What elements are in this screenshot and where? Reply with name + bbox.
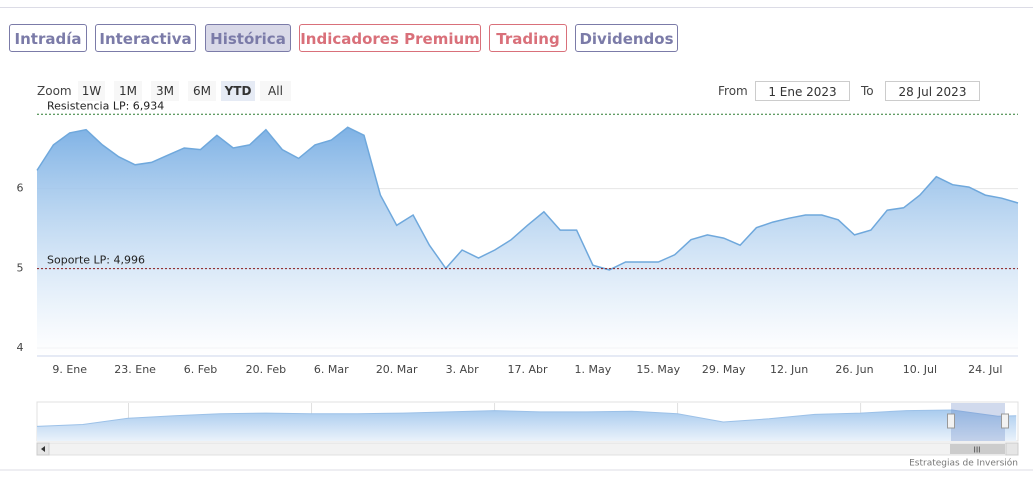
x-tick-label: 9. Ene [52,363,87,376]
x-tick-label: 3. Abr [446,363,479,376]
y-tick-label: 6 [17,182,24,195]
y-tick-label: 4 [17,341,24,354]
line [36,126,1019,271]
x-tick-label: 15. May [636,363,680,376]
from-input[interactable]: 1 Ene 2023 [755,81,850,101]
navigator-area [37,410,1017,441]
top-rule [0,7,1033,8]
zoom-button[interactable]: 3M [151,81,179,101]
navigator-window [951,403,1005,441]
navigator-line [36,409,1017,427]
zoom-button[interactable]: YTD [221,81,255,101]
zoom-button[interactable]: 6M [188,81,216,101]
to-label: To [861,84,874,98]
x-tick-label: 6. Mar [314,363,349,376]
x-tick-label: 23. Ene [114,363,156,376]
tab[interactable]: Indicadores Premium [299,24,481,52]
scroll-thumb[interactable] [950,444,1005,454]
x-tick-label: 24. Jul [968,363,1002,376]
x-tick-label: 1. May [575,363,612,376]
navigator-handle[interactable] [1001,413,1009,429]
plot-line-label: Resistencia LP: 6,934 [47,99,164,112]
tab[interactable]: Trading [489,24,567,52]
navigator-handle[interactable] [947,413,955,429]
to-input[interactable]: 28 Jul 2023 [885,81,980,101]
scrollbar[interactable] [36,442,1019,456]
x-tick-label: 20. Feb [246,363,286,376]
y-tick-label: 5 [17,261,24,274]
x-tick-label: 20. Mar [376,363,418,376]
x-tick-label: 17. Abr [507,363,547,376]
x-tick-label: 29. May [702,363,746,376]
grip: III [973,446,980,455]
arrow [41,446,45,452]
zoom-button[interactable]: 1M [114,81,142,101]
credit: Estrategias de Inversión [909,458,1018,469]
area [37,127,1018,356]
tab[interactable]: Interactiva [95,24,196,52]
tab[interactable]: Intradía [9,24,87,52]
tab[interactable]: Dividendos [575,24,678,52]
plot-line-label: Soporte LP: 4,996 [47,254,145,267]
x-tick-label: 10. Jul [903,363,937,376]
zoom-label: Zoom [37,84,72,98]
x-tick-label: 12. Jun [770,363,808,376]
scroll-right[interactable] [1005,442,1019,456]
zoom-button[interactable]: 1W [78,81,105,101]
x-tick-label: 6. Feb [184,363,217,376]
x-tick-label: 26. Jun [835,363,873,376]
zoom-button[interactable]: All [260,81,291,101]
from-label: From [718,84,748,98]
tab[interactable]: Histórica [205,24,291,52]
